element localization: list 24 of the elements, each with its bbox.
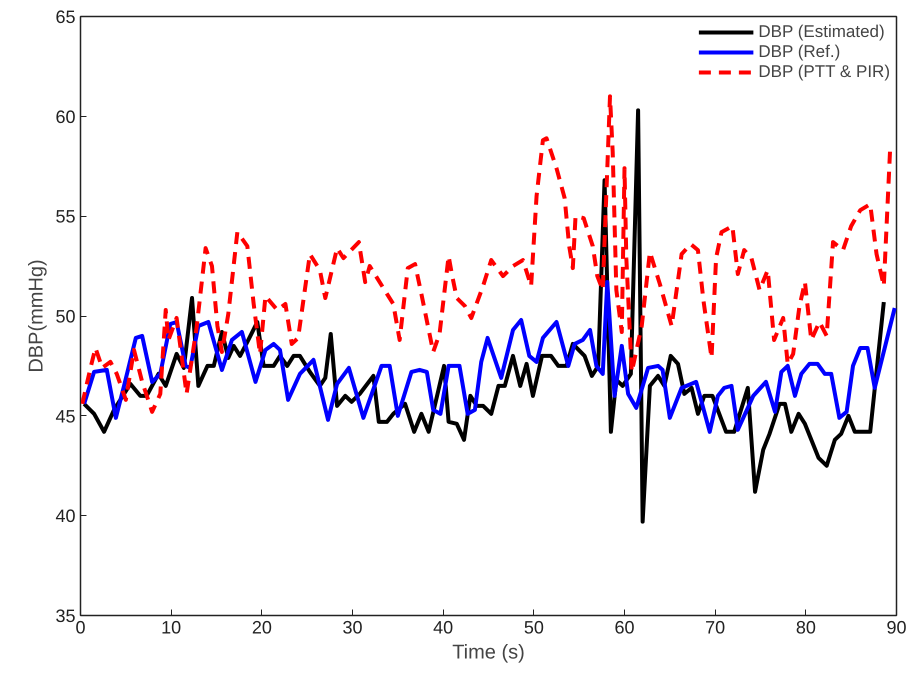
x-tick-label: 60 (614, 618, 635, 638)
x-tick-label: 70 (705, 618, 726, 638)
x-tick-label: 50 (524, 618, 544, 638)
x-axis-title: Time (s) (452, 642, 525, 664)
y-tick-label: 50 (55, 306, 76, 326)
x-tick-label: 30 (342, 618, 363, 638)
legend-label: DBP (Estimated) (758, 22, 885, 42)
line-series (80, 94, 892, 414)
legend-label: DBP (Ref.) (758, 42, 840, 62)
y-tick-label: 65 (55, 7, 76, 27)
y-tick-label: 45 (55, 406, 76, 426)
y-tick-label: 60 (55, 106, 76, 127)
x-tick-label: 80 (796, 618, 816, 638)
legend-label: DBP (PTT & PIR) (758, 62, 890, 82)
y-tick-label: 35 (55, 606, 76, 626)
y-axis-title: DBP(mmHg) (25, 259, 48, 373)
x-tick-label: 0 (75, 618, 86, 638)
x-tick-label: 10 (161, 618, 182, 638)
y-tick-label: 55 (55, 206, 76, 227)
x-tick-label: 90 (886, 618, 907, 638)
y-tick-label: 40 (55, 506, 76, 526)
x-tick-label: 20 (252, 618, 272, 638)
x-tick-label: 40 (433, 618, 454, 638)
line-series (82, 280, 896, 434)
